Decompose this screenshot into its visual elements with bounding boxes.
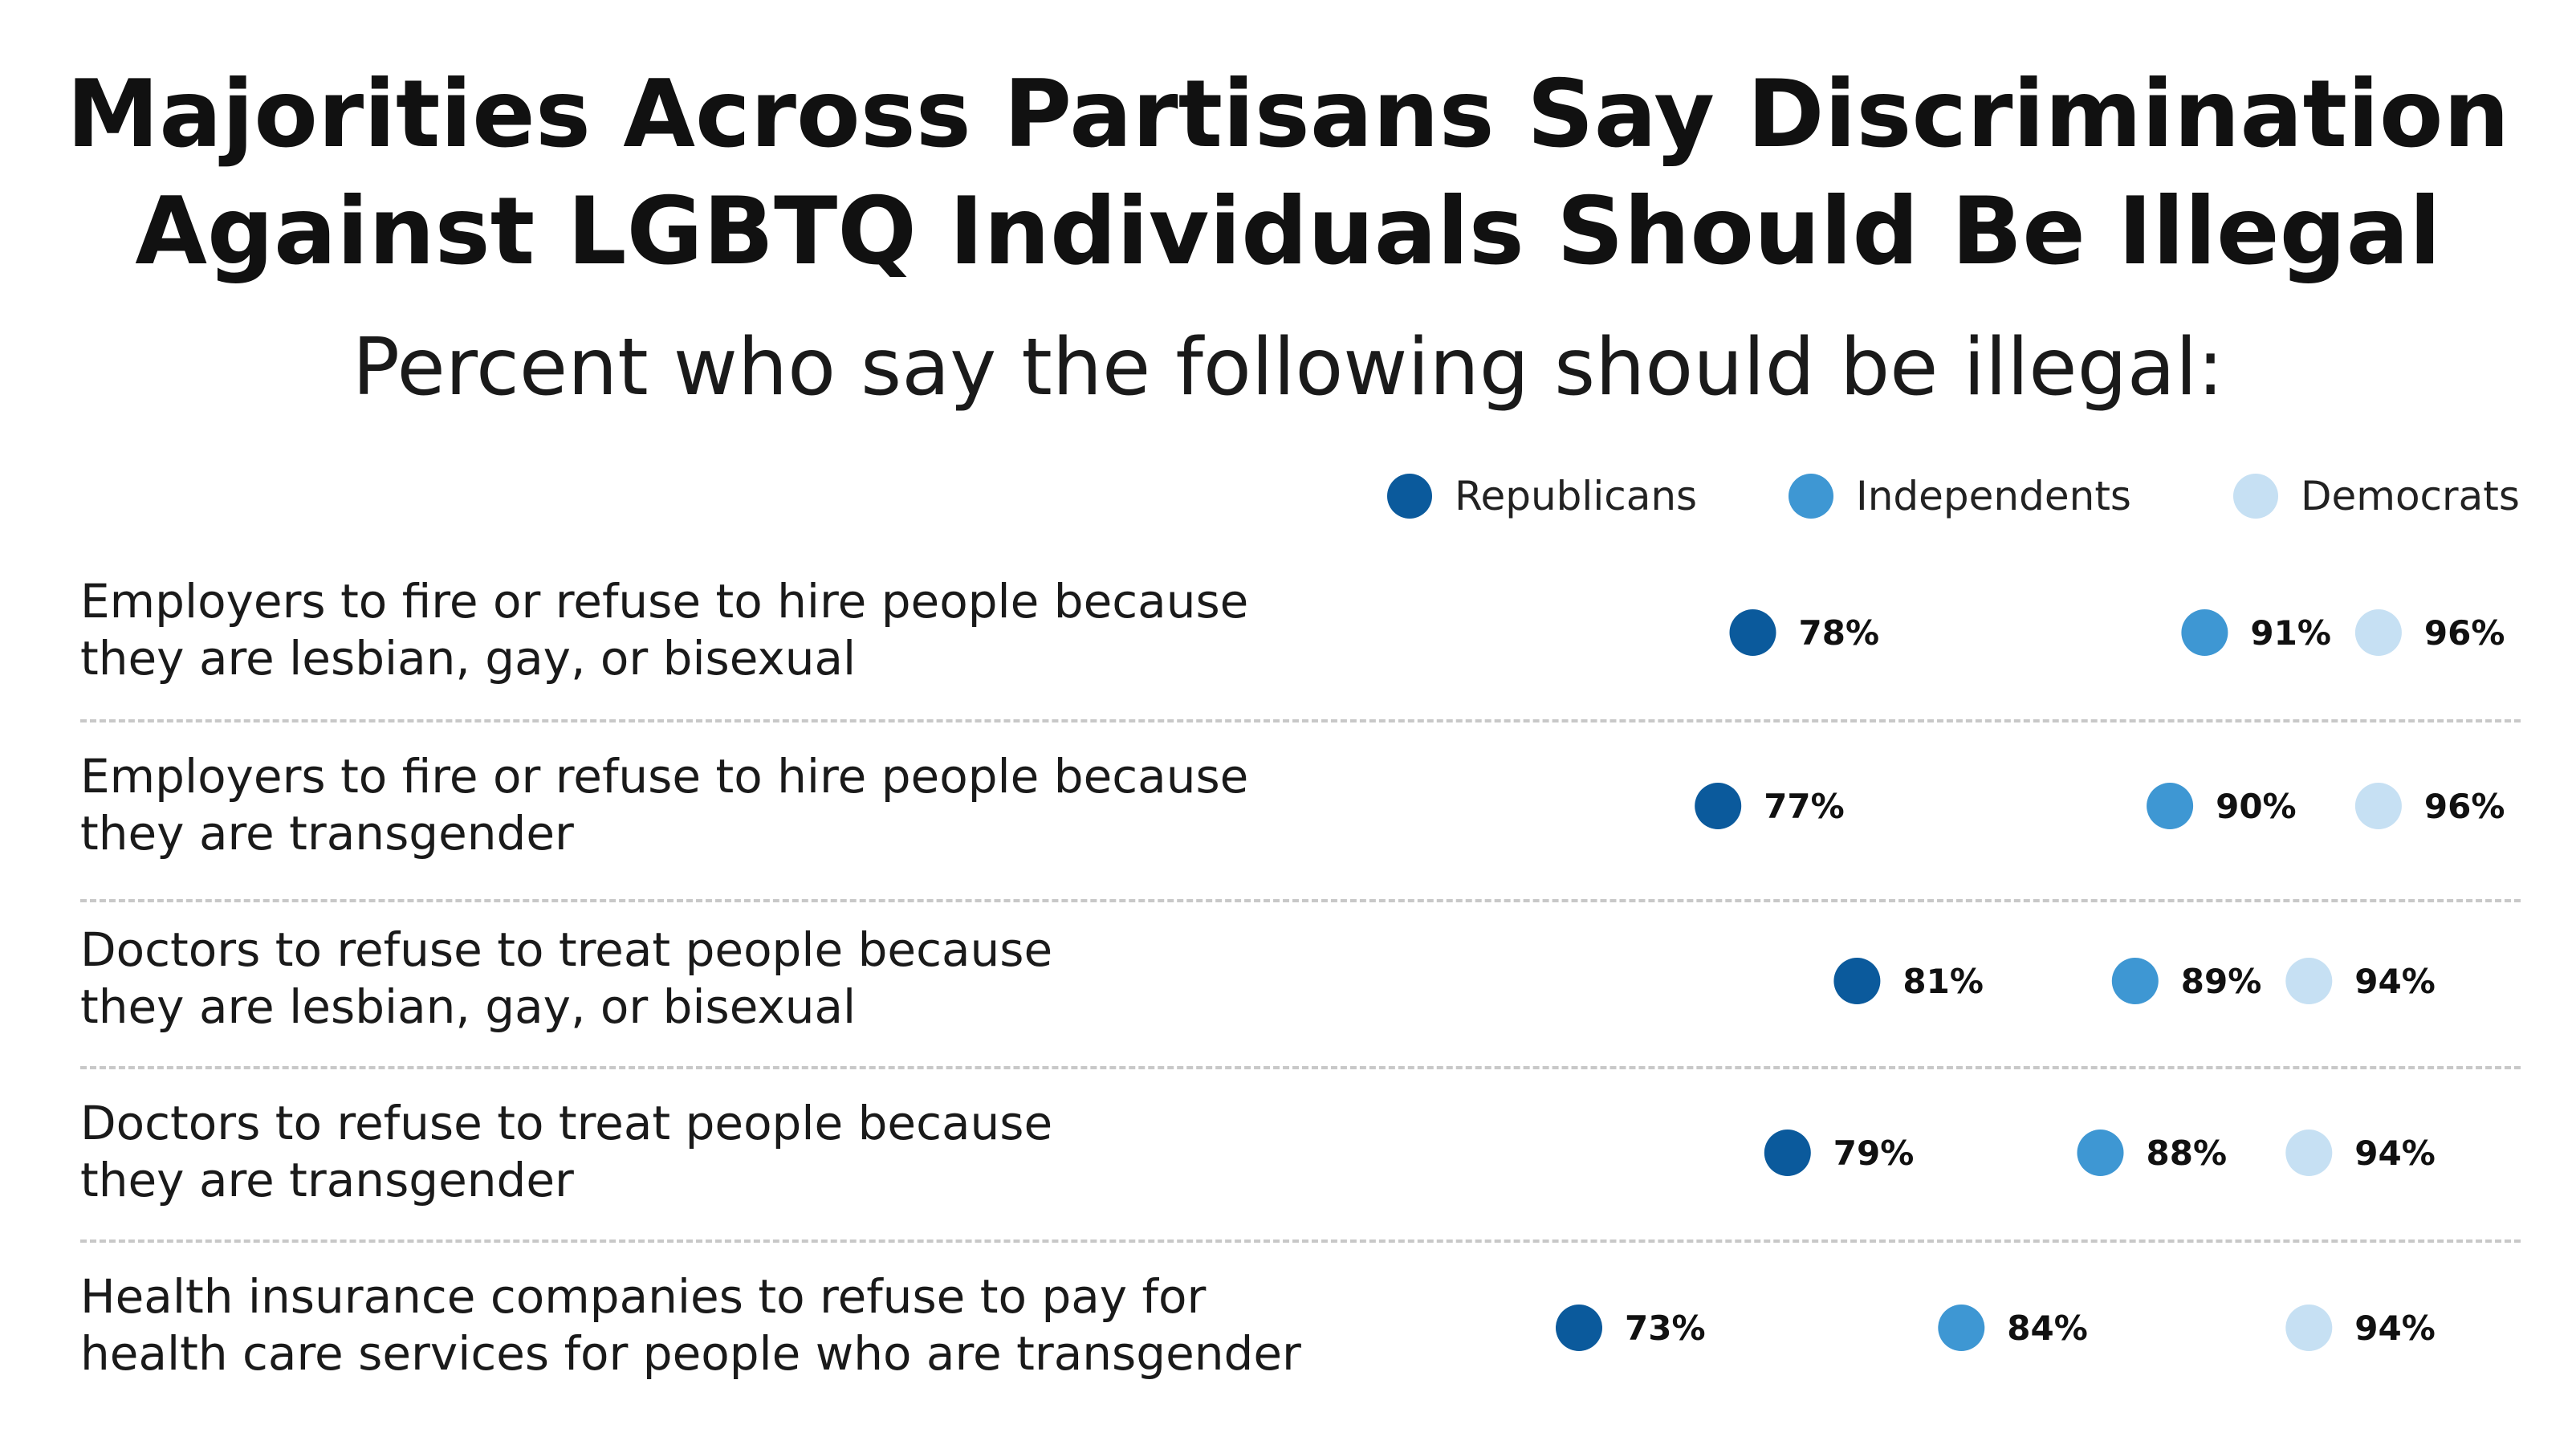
row-label-5: Health insurance companies to refuse to … — [80, 1269, 1301, 1381]
dot-independents-row-4 — [2077, 1130, 2124, 1176]
dot-democrats-row-4 — [2285, 1130, 2333, 1176]
legend-swatch-republicans — [1387, 474, 1432, 519]
legend-swatch-democrats — [2233, 474, 2278, 519]
legend-label-republicans: Republicans — [1455, 473, 1698, 519]
row-divider-3 — [80, 1066, 2521, 1069]
dot-republicans-row-2 — [1695, 783, 1742, 829]
value-label-democrats-row-4: 94% — [2354, 1134, 2436, 1173]
legend-swatch-independents — [1789, 474, 1833, 519]
legend-item-independents: Independents — [1789, 464, 2131, 528]
dot-democrats-row-2 — [2354, 783, 2402, 829]
row-label-2: Employers to fire or refuse to hire peop… — [80, 749, 1249, 861]
value-label-republicans-row-1: 78% — [1799, 613, 1880, 653]
dot-republicans-row-3 — [1833, 958, 1881, 1004]
chart-subtitle: Percent who say the following should be … — [352, 322, 2224, 413]
chart-title-line-2: Against LGBTQ Individuals Should Be Ille… — [135, 177, 2441, 286]
dot-independents-row-5 — [1938, 1305, 1985, 1351]
value-label-independents-row-5: 84% — [2007, 1309, 2088, 1348]
row-label-1: Employers to fire or refuse to hire peop… — [80, 574, 1249, 686]
value-label-independents-row-3: 89% — [2181, 962, 2262, 1001]
row-divider-4 — [80, 1239, 2521, 1243]
value-label-republicans-row-4: 79% — [1833, 1134, 1915, 1173]
dot-republicans-row-1 — [1729, 609, 1776, 656]
value-label-independents-row-4: 88% — [2147, 1134, 2228, 1173]
dot-democrats-row-3 — [2285, 958, 2333, 1004]
dot-democrats-row-1 — [2354, 609, 2402, 656]
row-label-4: Doctors to refuse to treat people becaus… — [80, 1096, 1053, 1207]
value-label-independents-row-1: 91% — [2250, 613, 2331, 653]
chart-title: Majorities Across Partisans Say Discrimi… — [0, 56, 2576, 291]
dot-independents-row-2 — [2147, 783, 2194, 829]
row-divider-2 — [80, 899, 2521, 902]
dot-democrats-row-5 — [2285, 1305, 2333, 1351]
value-label-democrats-row-1: 96% — [2424, 613, 2505, 653]
dot-independents-row-1 — [2181, 609, 2228, 656]
value-label-democrats-row-3: 94% — [2354, 962, 2436, 1001]
dot-republicans-row-5 — [1556, 1305, 1602, 1351]
legend-item-democrats: Democrats — [2233, 464, 2520, 528]
value-label-republicans-row-3: 81% — [1902, 962, 1984, 1001]
value-label-republicans-row-5: 73% — [1625, 1309, 1706, 1348]
value-label-independents-row-2: 90% — [2216, 787, 2297, 826]
row-label-3: Doctors to refuse to treat people becaus… — [80, 922, 1053, 1034]
dot-independents-row-3 — [2111, 958, 2159, 1004]
value-label-republicans-row-2: 77% — [1764, 787, 1845, 826]
chart-title-line-1: Majorities Across Partisans Say Discrimi… — [66, 60, 2510, 169]
row-divider-1 — [80, 719, 2521, 722]
dot-republicans-row-4 — [1764, 1130, 1811, 1176]
value-label-democrats-row-2: 96% — [2424, 787, 2505, 826]
legend-item-republicans: Republicans — [1387, 464, 1697, 528]
legend-label-democrats: Democrats — [2301, 473, 2520, 519]
legend-label-independents: Independents — [1856, 473, 2131, 519]
value-label-democrats-row-5: 94% — [2354, 1309, 2436, 1348]
